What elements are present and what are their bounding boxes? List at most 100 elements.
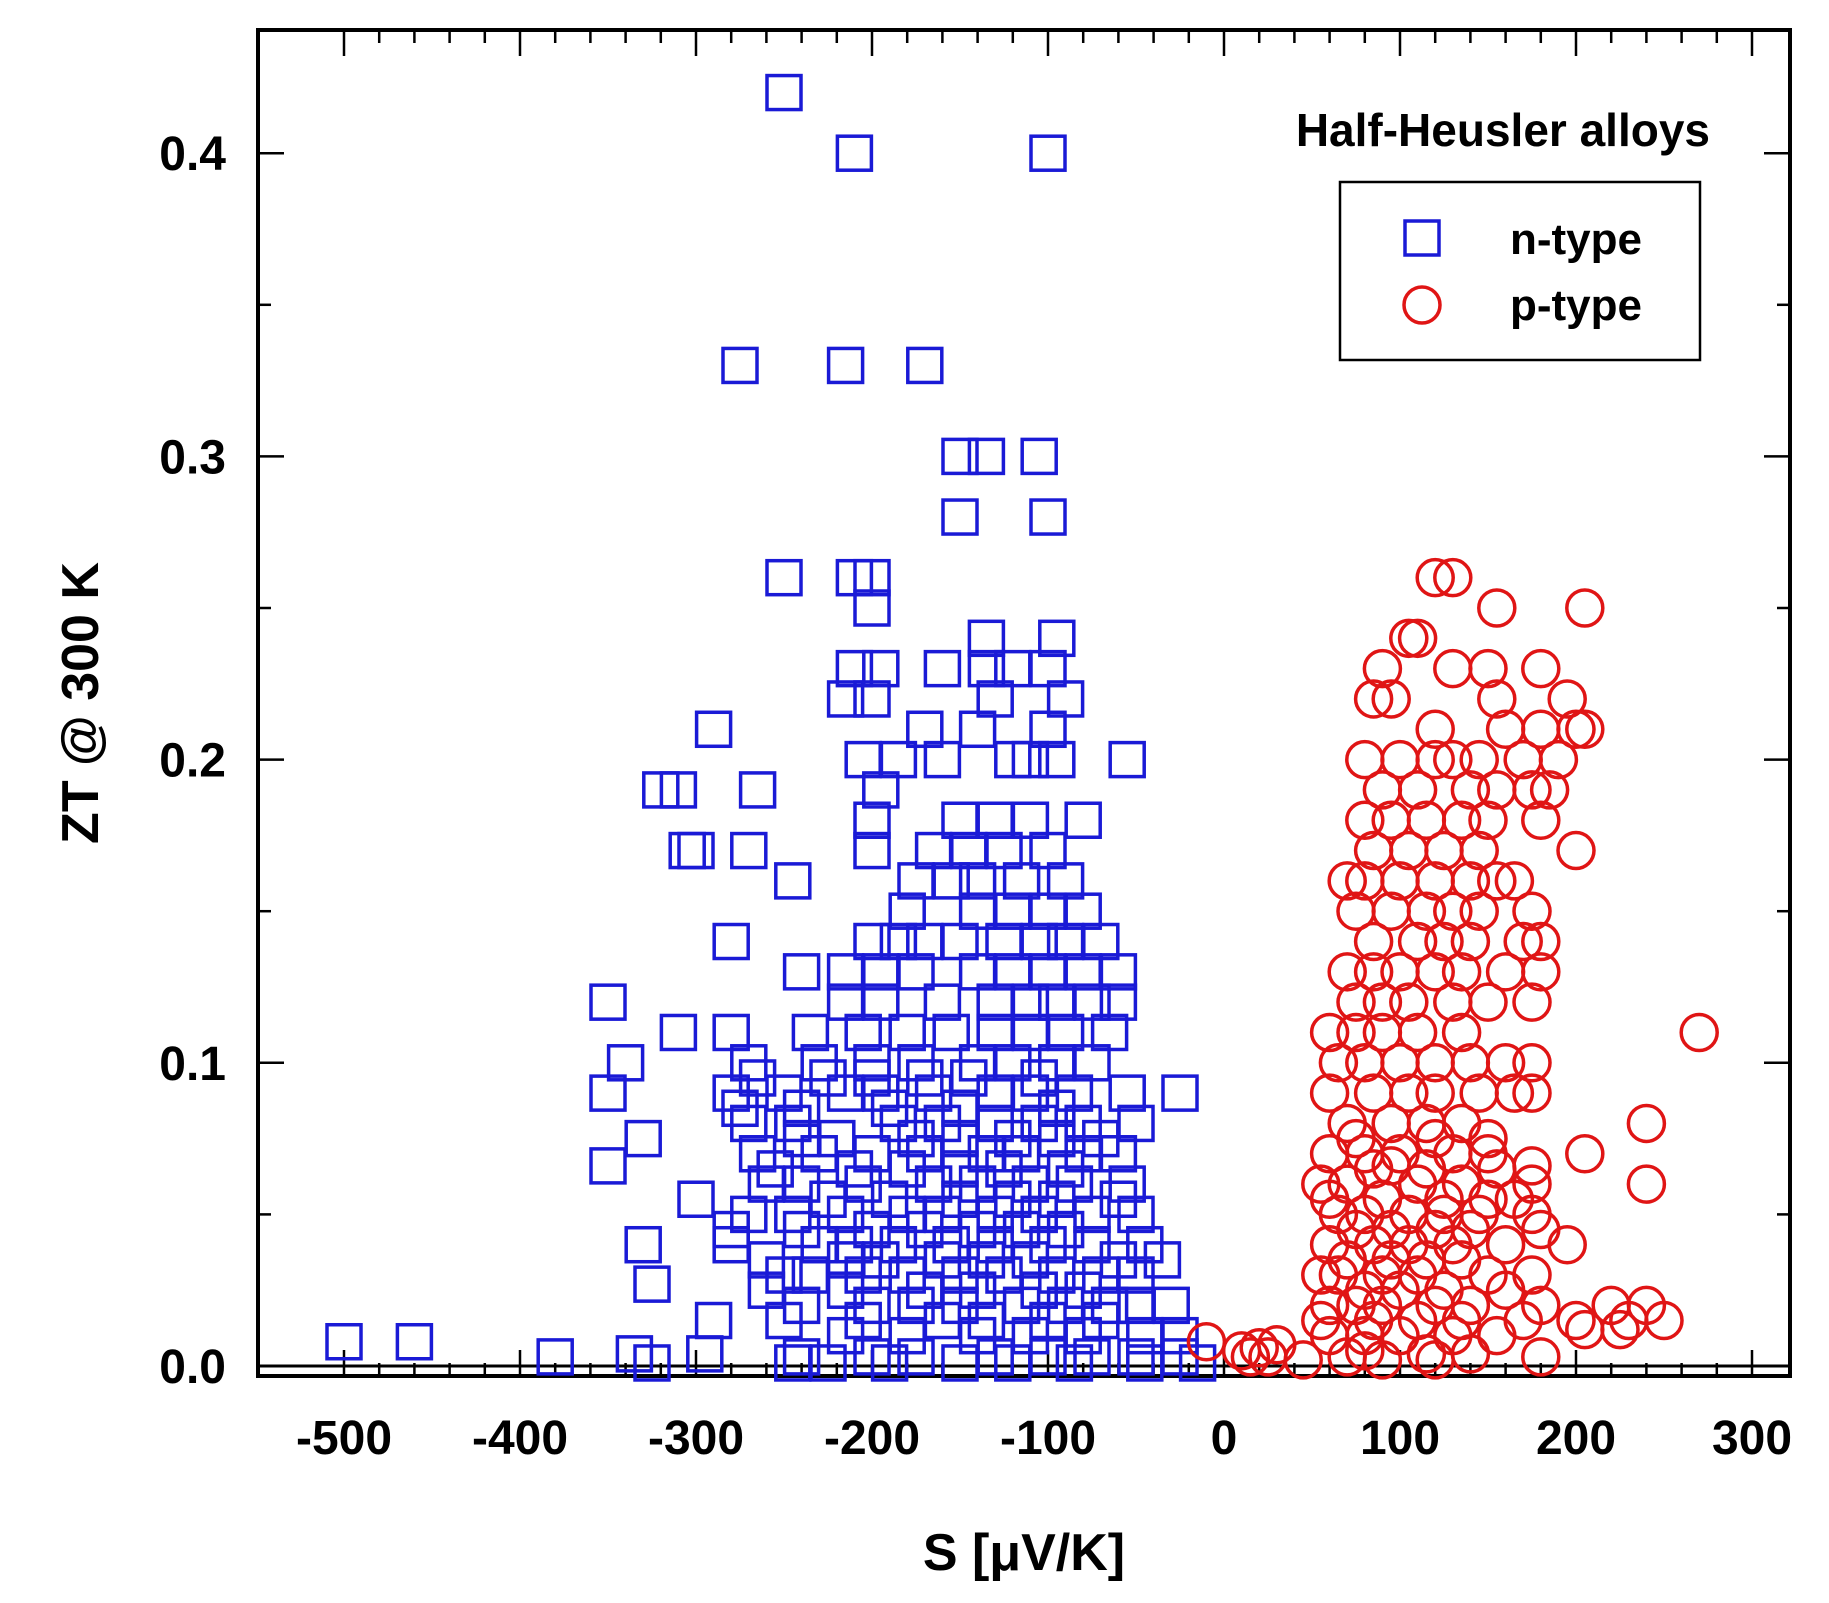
- p-type-point: [1459, 830, 1499, 871]
- chart-annotation: Half-Heusler alloys: [1296, 104, 1710, 156]
- p-type-point: [1415, 1073, 1455, 1113]
- p-type-point: [1186, 1321, 1227, 1362]
- n-type-point: [914, 1074, 953, 1112]
- n-type-point: [914, 1165, 953, 1203]
- p-type-point: [1397, 921, 1438, 962]
- p-type-point: [1433, 891, 1473, 931]
- n-type-point: [897, 1119, 935, 1158]
- n-type-point: [844, 1013, 882, 1052]
- p-type-point: [1521, 1337, 1561, 1377]
- n-type-point: [765, 558, 803, 597]
- p-type-point: [1441, 952, 1482, 992]
- n-type-point: [624, 1225, 662, 1264]
- n-type-point: [994, 1344, 1032, 1382]
- p-type-point: [1521, 648, 1561, 689]
- p-type-point: [1494, 861, 1535, 901]
- n-type-point: [1029, 134, 1067, 172]
- y-tick-labels: 0.0 0.1 0.2 0.3 0.4: [159, 128, 226, 1394]
- n-type-point: [677, 1180, 715, 1218]
- p-type-point: [1521, 921, 1561, 962]
- p-type-point: [1468, 1118, 1508, 1159]
- legend-marker-n-type: [1403, 219, 1441, 257]
- p-type-point: [1336, 1012, 1376, 1053]
- p-type-point: [1353, 679, 1394, 719]
- n-type-point: [1046, 1013, 1085, 1052]
- n-type-point: [686, 1335, 724, 1373]
- p-type-point: [1679, 1012, 1719, 1053]
- n-type-point: [1178, 1344, 1217, 1382]
- p-type-point: [1424, 1179, 1464, 1219]
- n-type-point: [791, 1013, 830, 1052]
- n-type-point: [1152, 1286, 1190, 1325]
- p-type-point: [1512, 1073, 1552, 1113]
- n-type-point: [967, 1301, 1006, 1340]
- p-type-point: [1450, 770, 1491, 810]
- y-axis-title: ZT @ 300 K: [52, 562, 110, 844]
- p-type-point: [1309, 1012, 1350, 1053]
- n-type-point: [1011, 983, 1050, 1021]
- n-type-point: [906, 346, 944, 385]
- n-type-point: [1099, 983, 1138, 1021]
- n-type-point: [853, 680, 891, 718]
- n-type-point: [1161, 1074, 1199, 1112]
- n-type-point: [694, 1301, 733, 1340]
- n-type-point: [835, 1225, 874, 1264]
- n-type-point: [967, 619, 1006, 658]
- n-type-point: [633, 1344, 671, 1382]
- n-type-point: [809, 1344, 847, 1382]
- n-type-point: [870, 1344, 909, 1382]
- p-type-point: [1397, 618, 1438, 659]
- p-type-point: [1600, 1309, 1640, 1350]
- n-type-point: [624, 1119, 662, 1158]
- p-type-point: [1433, 739, 1473, 780]
- p-type-point: [1415, 952, 1455, 992]
- n-type-point: [897, 953, 935, 991]
- n-type-point: [774, 1195, 812, 1234]
- p-type-point: [1389, 982, 1429, 1022]
- n-type-point: [782, 1089, 821, 1128]
- p-type-point: [1503, 921, 1543, 962]
- p-type-point: [1362, 648, 1403, 689]
- legend-marker-p-type: [1402, 285, 1442, 325]
- n-type-point: [1099, 1135, 1138, 1173]
- n-type-point: [1108, 1165, 1146, 1203]
- p-type-point: [1556, 709, 1596, 750]
- n-type-point: [835, 1150, 874, 1188]
- n-type-point: [589, 983, 627, 1021]
- n-type-point: [994, 1119, 1032, 1158]
- p-type-point: [1397, 770, 1438, 810]
- p-type-point: [1565, 1134, 1605, 1174]
- p-type-point: [1477, 861, 1517, 901]
- p-type-point: [1512, 1043, 1552, 1083]
- p-type-point: [1318, 1043, 1359, 1083]
- p-type-point: [1468, 648, 1508, 689]
- p-type-point: [1230, 1337, 1271, 1377]
- y-tick-label: 0.4: [159, 128, 226, 181]
- p-type-point: [1389, 618, 1429, 659]
- y-tick-label: 0.0: [159, 1341, 226, 1394]
- legend-label-n-type: n-type: [1510, 215, 1642, 264]
- p-type-point: [1556, 1300, 1596, 1341]
- p-type-point: [1512, 770, 1552, 810]
- n-type-point: [870, 1089, 909, 1128]
- n-type-point: [967, 649, 1006, 688]
- p-type-point: [1512, 891, 1552, 931]
- n-type-point: [1143, 1241, 1182, 1279]
- n-type-point: [765, 1301, 803, 1340]
- p-type-point: [1389, 1073, 1429, 1113]
- n-type-point: [1064, 801, 1102, 839]
- p-type-point: [1441, 800, 1482, 840]
- p-type-point: [1556, 830, 1596, 871]
- n-type-point: [721, 1089, 759, 1128]
- n-type-point: [932, 1013, 970, 1052]
- p-type-point: [1239, 1328, 1279, 1368]
- n-type-point: [888, 1013, 926, 1052]
- n-type-point: [677, 831, 715, 870]
- n-type-point: [633, 1265, 671, 1303]
- legend: n-type p-type: [1338, 180, 1702, 362]
- n-type-point: [1073, 1195, 1111, 1234]
- n-type-point: [395, 1322, 434, 1361]
- p-type-point: [1415, 557, 1455, 598]
- n-type-point: [659, 771, 698, 809]
